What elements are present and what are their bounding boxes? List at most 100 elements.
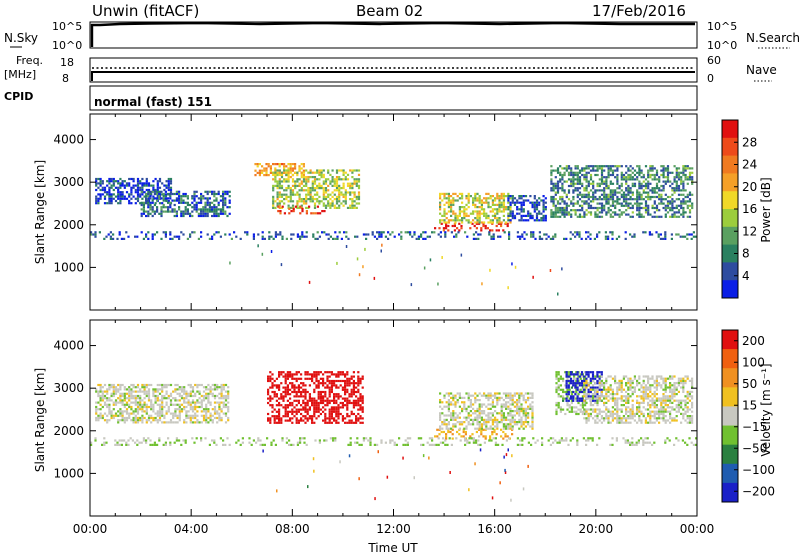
echo-cell [404, 231, 407, 234]
echo-cell [158, 202, 162, 205]
echo-cell [350, 393, 353, 396]
echo-cell [269, 167, 272, 170]
echo-cell [217, 192, 220, 196]
echo-cell [311, 375, 314, 378]
echo-cell [627, 189, 630, 192]
echo-cell [592, 410, 595, 413]
echo-cell [147, 414, 151, 417]
echo-cell [487, 403, 490, 406]
echo-cell [516, 201, 519, 204]
echo-cell [509, 410, 512, 413]
echo-cell [620, 379, 623, 382]
echo-cell [447, 405, 450, 408]
echo-cell [513, 394, 516, 397]
echo-cell [161, 397, 164, 400]
echo-cell [330, 386, 333, 389]
echo-cell [655, 178, 659, 181]
echo-cell [585, 202, 588, 205]
echo-cell [94, 233, 97, 236]
echo-cell [596, 404, 599, 407]
echo-cell [658, 180, 661, 183]
echo-cell [110, 193, 113, 196]
echo-cell [524, 195, 528, 198]
echo-cell [647, 187, 650, 190]
echo-cell [278, 412, 281, 416]
echo-cell [636, 178, 639, 181]
echo-cell [485, 199, 488, 202]
echo-cell [315, 404, 318, 407]
echo-cell [194, 408, 197, 411]
echo-cell [284, 419, 287, 422]
echo-cell [472, 233, 475, 236]
echo-cell [147, 210, 150, 213]
echo-cell [662, 202, 665, 205]
echo-cell [306, 410, 309, 413]
echo-cell [655, 231, 658, 234]
echo-cell [480, 212, 483, 215]
echo-cell [620, 395, 623, 398]
echo-cell [531, 425, 534, 428]
echo-cell [443, 423, 446, 426]
echo-cell [311, 180, 314, 183]
echo-cell [618, 213, 621, 216]
echo-cell [561, 198, 564, 201]
echo-cell [562, 399, 565, 402]
echo-cell [99, 195, 102, 198]
echo-cell [631, 167, 634, 170]
echo-cell [117, 197, 120, 200]
echo-cell [178, 190, 181, 193]
echo-cell [491, 433, 494, 436]
echo-cell [675, 204, 678, 207]
echo-cell [228, 206, 231, 209]
echo-cell [574, 386, 577, 389]
echo-cell [322, 198, 325, 201]
echo-cell [660, 195, 663, 199]
echo-cell [607, 206, 610, 210]
echo-cell [664, 215, 667, 218]
echo-cell [596, 401, 599, 404]
echo-cell [128, 386, 131, 389]
echo-cell [333, 373, 336, 376]
echo-cell [158, 392, 162, 395]
echo-cell [647, 184, 650, 188]
echo-cell [202, 206, 205, 209]
echo-cell [487, 399, 490, 402]
echo-cell [128, 202, 131, 205]
echo-cell [535, 206, 539, 209]
echo-cell [655, 206, 659, 210]
echo-cell [603, 198, 606, 201]
echo-cell [322, 169, 325, 172]
echo-cell [119, 419, 122, 422]
echo-cell [169, 233, 172, 236]
echo-cell [355, 169, 358, 172]
echo-cell [478, 412, 481, 415]
echo-cell [103, 412, 107, 415]
echo-cell [552, 189, 555, 192]
echo-cell [680, 202, 683, 205]
echo-cell [306, 404, 309, 407]
echo-cell [357, 195, 361, 198]
echo-cell [139, 390, 142, 393]
echo-cell [317, 415, 320, 418]
echo-cell [675, 233, 678, 236]
echo-cell [338, 189, 341, 192]
echo-cell [178, 412, 181, 415]
echo-cell [125, 401, 129, 404]
echo-cell [282, 395, 285, 398]
echo-cell [567, 198, 571, 201]
freq-trace [91, 71, 695, 81]
echo-cell [518, 410, 521, 413]
echo-cell [483, 197, 486, 200]
echo-cell [123, 416, 126, 420]
echo-cell [491, 430, 494, 434]
echo-cell [496, 392, 499, 395]
echo-cell [224, 397, 228, 400]
echo-cell [271, 406, 274, 409]
echo-cell [516, 421, 519, 424]
echo-cell [596, 399, 599, 402]
echo-cell [189, 416, 192, 420]
echo-cell [454, 212, 457, 215]
echo-cell [596, 412, 599, 415]
echo-cell [270, 235, 273, 238]
echo-cell [121, 392, 124, 395]
